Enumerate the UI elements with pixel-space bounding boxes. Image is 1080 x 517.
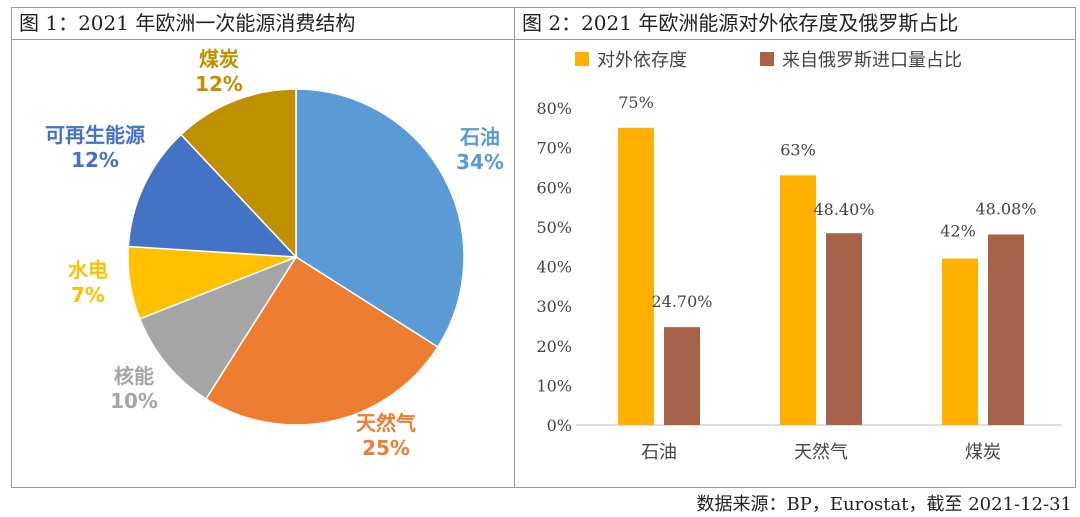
pie-value-label-0: 34% [456, 150, 504, 174]
legend-label-0: 对外依存度 [597, 50, 687, 71]
legend-swatch-0 [575, 52, 589, 66]
figure-frame [11, 7, 1076, 488]
pie-label-4: 可再生能源 [45, 123, 145, 147]
data-source-note: 数据来源：BP，Eurostat，截至 2021-12-31 [696, 494, 1072, 515]
bar-value-label-1-2: 48.08% [975, 199, 1036, 218]
y-tick-label: 70% [536, 139, 572, 158]
y-tick-label: 50% [536, 218, 572, 237]
pie-slice-0 [295, 88, 465, 349]
pie-value-label-1: 25% [362, 436, 410, 460]
legend-swatch-1 [760, 52, 774, 66]
bar-value-label-1-1: 48.40% [813, 200, 874, 219]
y-tick-label: 40% [536, 258, 572, 277]
y-tick-label: 80% [536, 99, 572, 118]
bar-value-label-0-2: 42% [940, 222, 976, 241]
y-tick-label: 10% [536, 376, 572, 395]
pie-label-1: 天然气 [356, 411, 416, 435]
x-category-label: 煤炭 [965, 442, 1001, 463]
pie-slice-1 [204, 255, 439, 426]
pie-label-0: 石油 [459, 125, 500, 149]
legend-label-1: 来自俄罗斯进口量占比 [782, 50, 962, 71]
pie-label-5: 煤炭 [199, 47, 239, 71]
pie-slice-5 [179, 88, 297, 259]
y-tick-label: 30% [536, 297, 572, 316]
pie-value-label-3: 7% [71, 283, 105, 307]
pie-value-label-4: 12% [71, 148, 119, 172]
bar-1-1 [826, 233, 862, 425]
x-category-label: 天然气 [794, 442, 848, 463]
bar-value-label-1-0: 24.70% [651, 292, 712, 311]
bar-chart: 0% 10% 20% 30% 40% 50% 60% 70% 80% 75% 24.70% 石油 63%… [536, 50, 1062, 463]
pie-slice-2 [138, 255, 298, 400]
bar-0-2 [942, 258, 978, 425]
panel-divider [514, 7, 515, 488]
pie-chart-title: 图 1：2021 年欧洲一次能源消费结构 [11, 7, 515, 40]
bar-1-2 [988, 234, 1024, 425]
bar-0-1 [780, 175, 816, 425]
x-category-label: 石油 [641, 442, 677, 463]
bar-value-label-0-0: 75% [618, 93, 654, 112]
pie-label-2: 核能 [114, 364, 154, 388]
pie-value-label-5: 12% [195, 72, 243, 96]
y-tick-label: 0% [547, 416, 572, 435]
bar-0-0 [618, 127, 654, 425]
bar-1-0 [664, 327, 700, 425]
bar-chart-title: 图 2：2021 年欧洲能源对外依存度及俄罗斯占比 [514, 7, 1076, 40]
y-tick-label: 60% [536, 178, 572, 197]
pie-slice-4 [127, 133, 298, 258]
pie-label-3: 水电 [68, 258, 108, 282]
bar-value-label-0-1: 63% [780, 140, 816, 159]
pie-value-label-2: 10% [110, 389, 158, 413]
y-tick-label: 20% [536, 337, 572, 356]
